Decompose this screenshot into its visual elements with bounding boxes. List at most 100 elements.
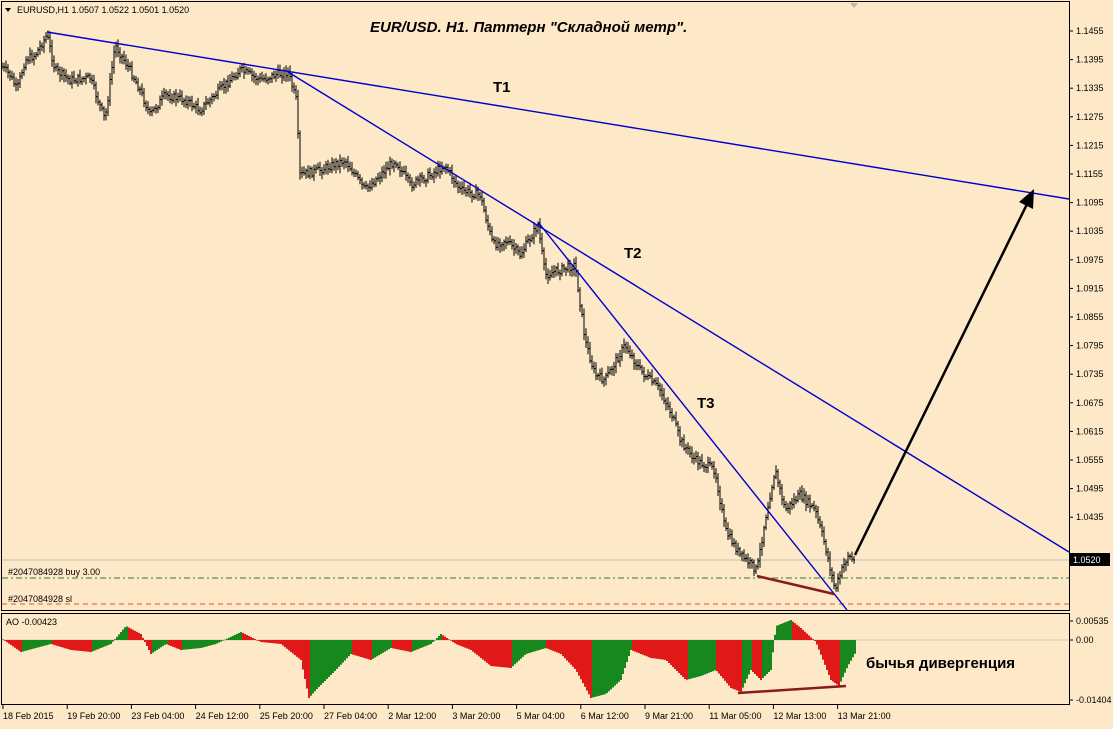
ao-bar	[254, 639, 256, 640]
ao-bar	[100, 640, 102, 648]
ao-bar	[296, 640, 298, 657]
ao-bar	[448, 639, 450, 640]
ao-bar	[848, 640, 850, 665]
ao-bar	[658, 640, 660, 660]
ao-bar	[756, 640, 758, 676]
ao-bar	[850, 640, 852, 661]
trendline-t2[interactable]	[287, 71, 1070, 553]
ao-bar	[108, 640, 110, 645]
ao-bar	[404, 640, 406, 651]
ao-bar	[406, 640, 408, 652]
price-axis[interactable]: 1.1455 1.1395 1.1335 1.1275 1.1215 1.1155 1.10…	[1069, 26, 1104, 522]
price-tick-label: 1.1095	[1076, 198, 1104, 208]
ao-bar	[588, 640, 590, 695]
ao-bar	[674, 640, 676, 669]
ao-bar	[620, 640, 622, 680]
ao-bar	[178, 640, 180, 650]
ao-bar	[528, 640, 530, 654]
ao-bar	[256, 640, 258, 641]
ao-bar	[518, 640, 520, 661]
ao-bar	[634, 640, 636, 652]
ao-bar	[784, 622, 786, 640]
time-axis[interactable]: 18 Feb 2015 19 Feb 20:00 23 Feb 04:00 24 Fe…	[2, 705, 891, 721]
ao-bar	[170, 640, 172, 646]
ao-bar	[556, 640, 558, 653]
ao-bar	[572, 640, 574, 667]
ao-bar	[222, 640, 224, 641]
ao-bar	[140, 634, 142, 640]
ao-bar	[192, 640, 194, 649]
ao-bar	[580, 640, 582, 680]
ao-bar	[618, 640, 620, 682]
ao-bar	[238, 632, 240, 640]
ao-bar	[722, 640, 724, 679]
ao-bar	[424, 640, 426, 647]
price-tick-label: 1.0555	[1076, 455, 1104, 465]
ao-bar	[816, 640, 818, 645]
ao-bar	[456, 640, 458, 645]
ao-bar	[492, 640, 494, 667]
chevron-down-icon[interactable]	[5, 8, 11, 12]
ao-bar	[564, 640, 566, 659]
ao-bar	[270, 640, 272, 643]
ao-bar	[236, 633, 238, 640]
ao-bar	[242, 633, 244, 640]
time-tick-label: 5 Mar 04:00	[517, 711, 565, 721]
ao-bar	[434, 640, 436, 641]
ao-bar	[334, 640, 336, 671]
ao-bar	[794, 623, 796, 640]
ao-bar	[530, 640, 532, 653]
ao-bar	[734, 640, 736, 690]
ao-bar	[176, 640, 178, 649]
ao-bar	[638, 640, 640, 654]
ao-bar	[194, 640, 196, 649]
ao-bar	[692, 640, 694, 679]
ao-bar	[562, 640, 564, 657]
ao-bar	[776, 625, 778, 640]
ao-bar	[810, 637, 812, 640]
ao-bar	[68, 640, 70, 650]
ao-bar	[524, 640, 526, 655]
ao-bar	[200, 640, 202, 648]
ao-bar	[468, 640, 470, 650]
ao-bar	[822, 640, 824, 660]
price-tick-label: 1.0855	[1076, 312, 1104, 322]
ao-bar	[32, 640, 34, 649]
scroll-marker-icon[interactable]	[850, 3, 858, 8]
forecast-arrow[interactable]	[853, 197, 1032, 556]
ao-bar	[390, 640, 392, 648]
ao-bar	[34, 640, 36, 649]
current-price-value: 1.0520	[1073, 555, 1101, 565]
trendline-t3[interactable]	[537, 221, 848, 611]
ao-bar	[522, 640, 524, 657]
ao-bar	[610, 640, 612, 690]
ao-bar	[152, 640, 154, 653]
ao-bar	[160, 640, 162, 648]
ao-bar	[846, 640, 848, 669]
ao-bar	[606, 640, 608, 694]
price-tick-label: 1.0615	[1076, 426, 1104, 436]
ao-bar	[738, 640, 740, 692]
ao-bar	[78, 640, 80, 651]
price-divergence-line[interactable]	[756, 574, 835, 596]
trendline-t1[interactable]	[46, 31, 1070, 200]
buy-order-label: #2047084928 buy 3.00	[8, 567, 100, 577]
ao-bar	[28, 640, 30, 650]
t1-label: T1	[493, 79, 511, 96]
price-tick-label: 1.1155	[1076, 169, 1103, 179]
price-tick-label: 1.1035	[1076, 226, 1104, 236]
ao-bar	[686, 640, 688, 680]
ao-bar	[88, 640, 90, 652]
ao-bar	[418, 640, 420, 649]
ao-bar	[348, 640, 350, 657]
ao-bar	[806, 633, 808, 640]
ao-bar	[158, 640, 160, 649]
ao-bar	[148, 640, 150, 650]
ao-bar	[780, 624, 782, 640]
ao-bar	[372, 640, 374, 659]
ao-axis[interactable]: 0.00535 0.00 -0.01404	[1069, 616, 1112, 705]
ao-bar	[56, 640, 58, 646]
ao-divergence-line[interactable]	[737, 684, 847, 695]
